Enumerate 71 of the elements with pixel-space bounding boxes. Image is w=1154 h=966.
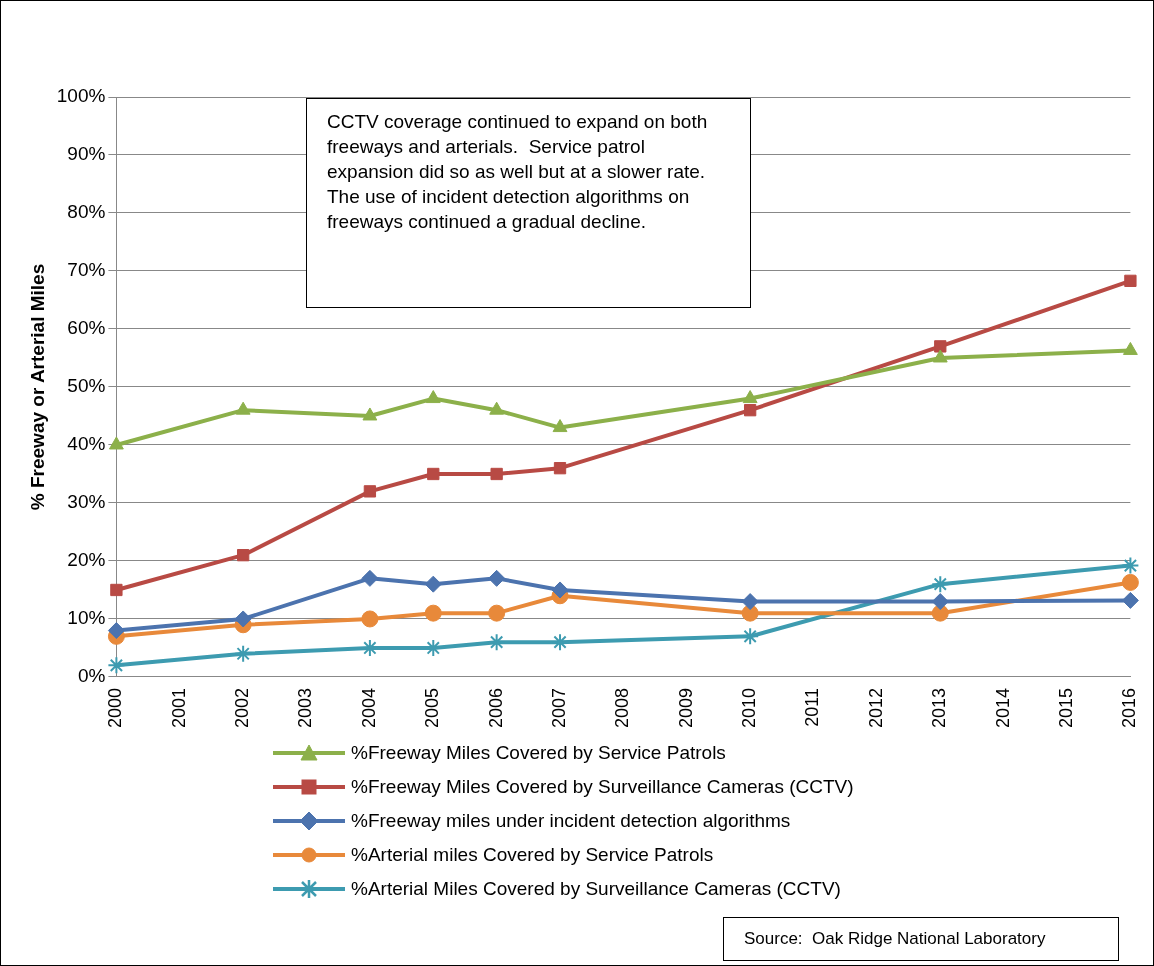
point [108, 436, 124, 450]
y-tick-label: 50% [67, 375, 106, 397]
y-tick-label: 0% [77, 665, 106, 687]
point [107, 622, 125, 640]
note-box: CCTV coverage continued to expand on both freeways and arterials. Service patrol expansion did so as well but at a slower rate. The use of incident detection algorithms on freeways continued a gradual decline. [306, 98, 751, 308]
point [427, 467, 440, 481]
x-tick-label: 2006 [485, 687, 506, 728]
point [362, 407, 378, 421]
x-tick-label: 2011 [802, 687, 823, 727]
x-tick-label: 2016 [1119, 687, 1140, 728]
y-tick-label: 80% [67, 201, 106, 223]
point [551, 581, 569, 599]
point [553, 462, 567, 475]
y-tick-label: 20% [67, 549, 106, 571]
legend-label: %Freeway Miles Covered by Service Patrols [351, 742, 726, 764]
legend-label: %Freeway miles under incident detection algorithms [351, 810, 791, 832]
point [424, 575, 442, 593]
point [363, 485, 377, 498]
point [110, 583, 123, 597]
point [934, 340, 947, 353]
x-tick-label: 2005 [422, 687, 443, 728]
point [931, 575, 950, 594]
point [932, 349, 948, 363]
point [107, 656, 126, 675]
point [1121, 591, 1139, 609]
y-tick-label: 70% [67, 259, 106, 281]
y-tick-label: 40% [67, 433, 106, 455]
point [931, 593, 949, 611]
x-tick-label: 2009 [675, 687, 696, 728]
x-tick-label: 2012 [865, 687, 886, 728]
x-tick-label: 2015 [1055, 687, 1076, 728]
point [361, 610, 379, 628]
point [741, 593, 759, 611]
legend-label: %Arterial miles Covered by Service Patrols [351, 844, 714, 866]
y-tick-label: 100% [56, 85, 106, 107]
point [552, 419, 568, 433]
point [1122, 341, 1138, 355]
point [489, 401, 505, 415]
point [743, 404, 757, 417]
point [488, 604, 506, 622]
point [741, 627, 760, 646]
point [425, 390, 441, 404]
x-tick-label: 2000 [105, 687, 126, 728]
point [235, 401, 251, 415]
y-tick-label: 10% [67, 607, 106, 629]
point [742, 390, 758, 404]
y-tick-label: 90% [67, 143, 106, 165]
point [236, 549, 250, 562]
x-tick-label: 2010 [739, 687, 760, 728]
point [488, 569, 506, 587]
point [361, 569, 379, 587]
x-tick-label: 2007 [548, 687, 569, 728]
x-tick-label: 2004 [358, 687, 379, 728]
point [424, 604, 442, 622]
point [1121, 556, 1140, 575]
point [1124, 274, 1137, 287]
x-tick-label: 2014 [992, 687, 1013, 728]
legend-label: %Arterial Miles Covered by Surveillance Cameras (CCTV) [351, 878, 841, 900]
x-tick-label: 2013 [929, 687, 950, 728]
point [490, 467, 503, 481]
source-box: Source: Oak Ridge National Laboratory [723, 917, 1119, 961]
point [1121, 573, 1139, 591]
y-axis-title: % Freeway or Arterial Miles [26, 263, 48, 511]
point [234, 610, 252, 628]
legend-label: %Freeway Miles Covered by Surveillance Cameras (CCTV) [351, 776, 854, 798]
x-tick-label: 2002 [232, 687, 253, 728]
x-tick-label: 2008 [612, 687, 633, 728]
x-tick-label: 2003 [295, 687, 316, 728]
x-tick-label: 2001 [168, 687, 189, 728]
y-tick-label: 30% [67, 491, 106, 513]
y-tick-label: 60% [67, 317, 106, 339]
